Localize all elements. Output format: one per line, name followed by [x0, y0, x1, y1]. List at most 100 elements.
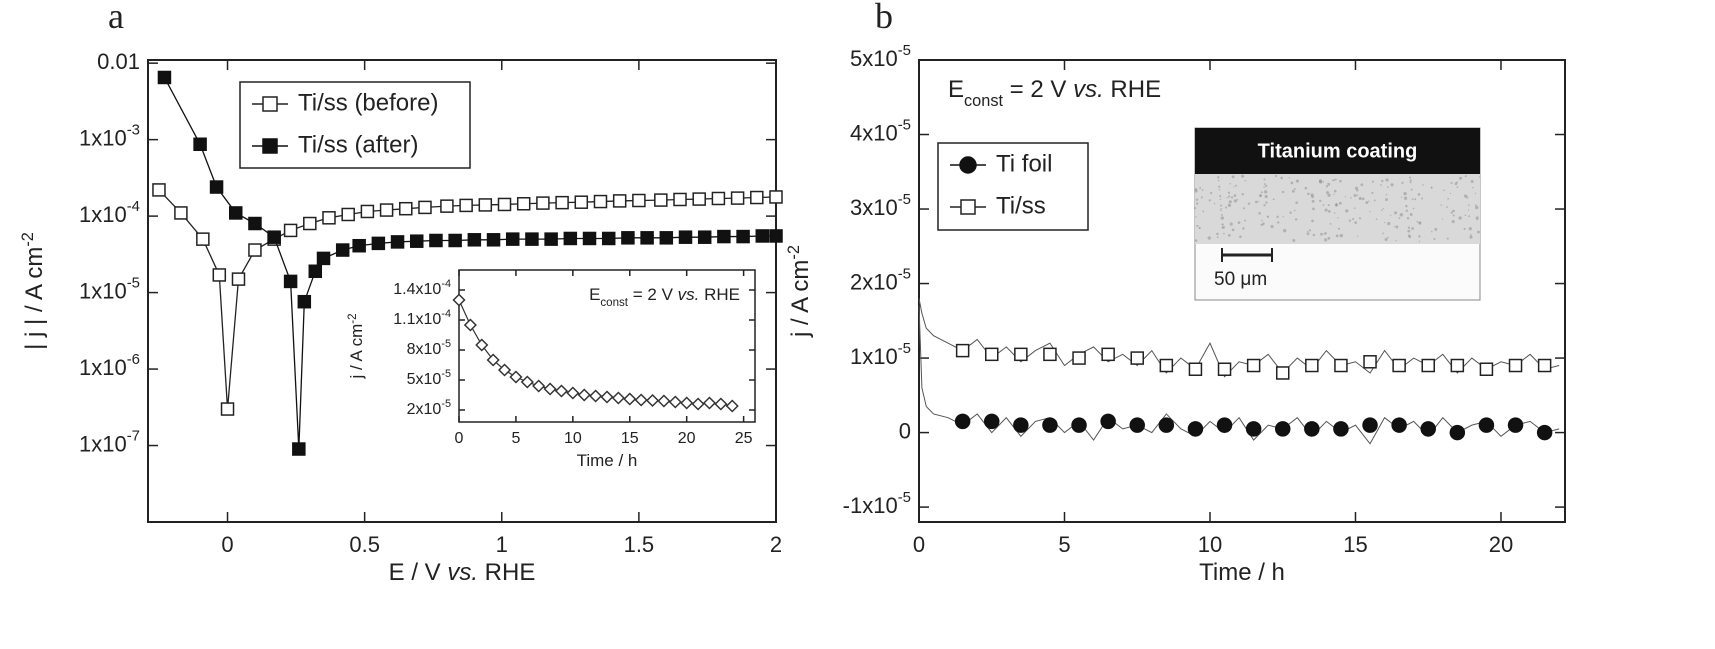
tick-label: 0: [899, 418, 911, 443]
texture: [1384, 221, 1386, 224]
texture: [1407, 234, 1411, 238]
texture: [1430, 186, 1433, 189]
data-point: [1101, 347, 1115, 362]
texture: [1474, 192, 1477, 195]
texture: [1446, 206, 1448, 208]
texture: [1331, 179, 1334, 182]
data-point: [640, 231, 654, 245]
texture: [1241, 193, 1244, 196]
tick-label: 1x10-5: [850, 341, 911, 369]
texture: [1195, 198, 1199, 201]
texture: [1242, 227, 1245, 230]
data-point: [292, 442, 306, 456]
data-point: [1507, 417, 1524, 433]
tick-label: 5x10-5: [407, 368, 451, 388]
texture: [1434, 227, 1438, 231]
texture: [1368, 200, 1370, 203]
annotation-part: = 2 V: [628, 285, 678, 304]
texture: [1406, 217, 1410, 220]
texture: [1293, 209, 1296, 212]
x-axis-label: Time / h: [1199, 559, 1285, 586]
texture: [1361, 197, 1365, 201]
texture: [1373, 199, 1376, 202]
data-point: [1363, 355, 1377, 369]
data-point: [1217, 362, 1232, 376]
data-point: [174, 206, 188, 220]
tick-label: 1x10-5: [79, 275, 140, 303]
data-point: [229, 206, 243, 220]
annotation-part: RHE: [1104, 76, 1161, 103]
data-point: [1188, 362, 1203, 376]
texture: [1468, 227, 1472, 231]
texture: [1450, 211, 1454, 214]
texture: [1360, 183, 1364, 187]
data-point: [475, 338, 489, 352]
texture: [1307, 230, 1309, 233]
texture: [1228, 195, 1231, 198]
data-point: [1536, 424, 1553, 441]
texture: [1337, 227, 1341, 230]
texture: [1478, 176, 1481, 178]
x-axis-label-part: RHE: [478, 559, 535, 586]
texture: [1221, 225, 1225, 230]
texture: [1451, 220, 1455, 224]
texture: [1411, 227, 1414, 230]
tick-label: 1.4x10-4: [393, 278, 451, 298]
texture: [1350, 197, 1352, 199]
texture: [1270, 225, 1274, 229]
texture: [1260, 223, 1263, 226]
data-point: [1158, 417, 1175, 433]
texture: [1375, 218, 1378, 221]
texture: [1327, 193, 1331, 197]
texture: [1403, 191, 1407, 196]
texture: [1322, 181, 1325, 183]
texture: [1265, 201, 1268, 204]
texture: [1263, 186, 1265, 188]
tick-label: 1.5: [624, 532, 655, 557]
texture: [1399, 213, 1403, 217]
texture: [1409, 181, 1412, 184]
data-point: [316, 251, 331, 266]
data-point: [1537, 358, 1552, 373]
texture: [1261, 219, 1263, 222]
data-point: [544, 232, 558, 246]
texture: [1411, 198, 1414, 201]
texture: [1456, 186, 1459, 188]
texture: [1354, 186, 1358, 190]
data-point: [1246, 358, 1261, 373]
texture: [1272, 198, 1275, 201]
texture: [1477, 230, 1480, 234]
texture: [1218, 185, 1221, 188]
texture: [1208, 199, 1211, 202]
texture: [1233, 186, 1235, 188]
data-point: [984, 347, 999, 362]
texture: [1195, 216, 1197, 218]
texture: [1398, 217, 1401, 220]
y-axis-label: j / A cm-2: [785, 245, 814, 338]
data-point: [248, 216, 262, 231]
data-point: [283, 223, 298, 238]
texture: [1226, 196, 1228, 199]
data-point: [1043, 347, 1057, 362]
texture: [1356, 194, 1359, 197]
data-point: [755, 229, 770, 243]
texture: [1387, 222, 1391, 226]
data-point: [632, 193, 646, 208]
texture: [1247, 202, 1251, 205]
texture: [1216, 236, 1219, 238]
data-point: [209, 180, 224, 194]
texture: [1387, 236, 1389, 239]
texture: [1219, 195, 1222, 198]
data-point: [702, 396, 717, 410]
data-point: [692, 192, 706, 206]
tick-label: 10: [1198, 532, 1222, 557]
texture: [1222, 223, 1224, 226]
texture: [1405, 209, 1408, 212]
data-point: [555, 195, 569, 210]
data-point: [1304, 421, 1320, 437]
texture: [1288, 177, 1290, 179]
tick-label: 2x10-5: [850, 266, 911, 294]
data-point: [955, 343, 970, 358]
texture: [1282, 229, 1287, 233]
data-point: [220, 402, 235, 416]
